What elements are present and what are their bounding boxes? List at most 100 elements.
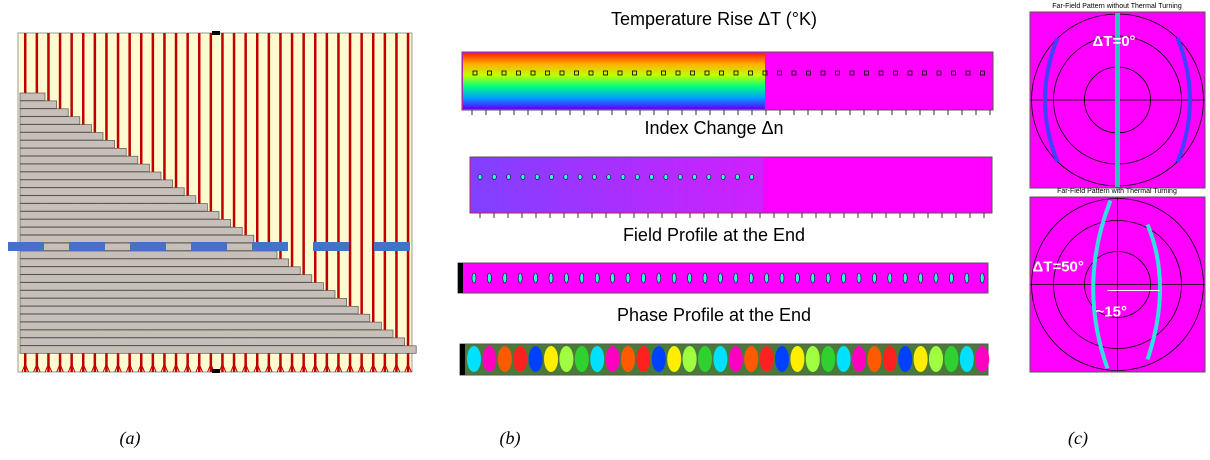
spot	[826, 273, 830, 283]
spot	[765, 273, 769, 283]
stripe	[372, 33, 375, 372]
bar	[20, 291, 335, 299]
spot	[903, 273, 907, 283]
dash	[191, 242, 227, 251]
bar	[20, 298, 347, 306]
bar	[20, 322, 381, 330]
spot	[980, 273, 984, 283]
spot	[550, 175, 554, 180]
bar	[20, 330, 393, 338]
bar	[20, 133, 103, 141]
phase-spot	[559, 346, 573, 372]
spot	[534, 273, 538, 283]
temperature-title: Temperature Rise ΔT (°K)	[611, 9, 817, 29]
phase-spot	[775, 346, 789, 372]
spot	[518, 273, 522, 283]
phase-spot	[760, 346, 774, 372]
bar	[20, 306, 358, 314]
spot	[750, 175, 754, 180]
bar	[20, 156, 138, 164]
spot	[934, 273, 938, 283]
spot	[735, 175, 739, 180]
phase-spot	[790, 346, 804, 372]
spot	[564, 273, 568, 283]
spot	[487, 273, 491, 283]
phase-spot	[698, 346, 712, 372]
delta-label: ΔT=0°	[1093, 33, 1136, 50]
panel-b: Temperature Rise ΔT (°K) Index Change Δn…	[458, 9, 993, 375]
spot	[721, 175, 725, 180]
phase-spot	[975, 346, 989, 372]
phase-spot	[929, 346, 943, 372]
bar	[20, 101, 57, 109]
bar	[20, 338, 405, 346]
far-field-top-title: Far-Field Pattern without Thermal Turnin…	[1052, 3, 1182, 10]
index-title: Index Change Δn	[644, 118, 783, 138]
phase-spot	[467, 346, 481, 372]
phase-spot	[852, 346, 866, 372]
stripe	[395, 33, 398, 372]
bar	[20, 283, 323, 291]
phase-spot	[606, 346, 620, 372]
spot	[521, 175, 525, 180]
bar	[20, 109, 68, 117]
spot	[780, 273, 784, 283]
spot	[650, 175, 654, 180]
bar	[20, 259, 289, 267]
marker	[212, 369, 220, 373]
index-gradient	[471, 158, 763, 212]
spot	[503, 273, 507, 283]
caption-b: (b)	[500, 428, 521, 449]
spot	[611, 273, 615, 283]
spot	[678, 175, 682, 180]
bar	[20, 148, 126, 156]
dash	[8, 242, 44, 251]
phase-spot	[667, 346, 681, 372]
phase-spot	[529, 346, 543, 372]
phase-spot	[744, 346, 758, 372]
phase-spot	[960, 346, 974, 372]
caption-a: (a)	[120, 428, 141, 449]
angle-label: ~15°	[1096, 303, 1127, 320]
figure: Temperature Rise ΔT (°K) Index Change Δn…	[0, 0, 1210, 455]
bar	[20, 251, 277, 259]
bar	[20, 212, 219, 220]
spot	[507, 175, 511, 180]
caption-c: (c)	[1068, 428, 1088, 449]
phase-spot	[914, 346, 928, 372]
bar	[20, 227, 242, 235]
marker	[212, 31, 220, 35]
phase-spot	[837, 346, 851, 372]
spot	[707, 175, 711, 180]
panel-c: Far-Field Pattern without Thermal Turnin…	[1030, 3, 1205, 372]
dash	[313, 242, 349, 251]
spot	[635, 175, 639, 180]
phase-spot	[636, 346, 650, 372]
spot	[965, 273, 969, 283]
dash	[374, 242, 410, 251]
bar	[20, 314, 370, 322]
phase-spot	[867, 346, 881, 372]
spot	[664, 175, 668, 180]
phase-spot	[883, 346, 897, 372]
phase-spot	[683, 346, 697, 372]
dash	[252, 242, 288, 251]
spot	[621, 175, 625, 180]
spot	[688, 273, 692, 283]
phase-spot	[498, 346, 512, 372]
phase-spot	[806, 346, 820, 372]
far-field-bottom-title: Far-Field Pattern with Thermal Turning	[1057, 188, 1177, 195]
phase-spot	[729, 346, 743, 372]
temperature-gradient	[463, 53, 765, 109]
spot	[795, 273, 799, 283]
spot	[578, 175, 582, 180]
spot	[564, 175, 568, 180]
bar	[20, 180, 173, 188]
panel-a	[8, 31, 416, 373]
phase-spot	[482, 346, 496, 372]
bar	[20, 204, 207, 212]
bar	[20, 140, 115, 148]
bar	[20, 117, 80, 125]
phase-spot	[513, 346, 527, 372]
field-title: Field Profile at the End	[623, 225, 805, 245]
